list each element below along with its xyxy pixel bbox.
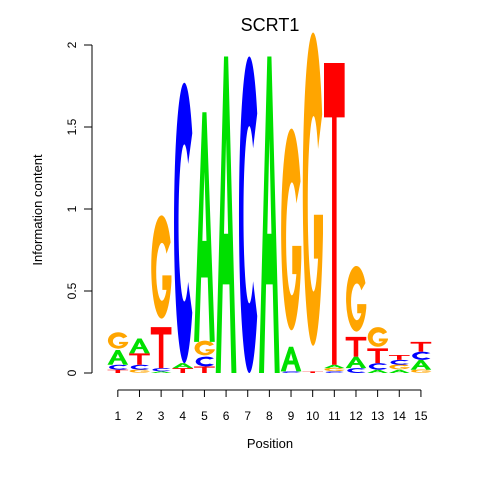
letter-C-mark (130, 364, 149, 370)
x-axis: 1 2 3 4 5 6 7 8 9 10 11 12 13 14 15 (114, 389, 428, 423)
x-tick-label: 2 (136, 409, 143, 423)
y-tick-label: 1 (65, 205, 79, 212)
x-tick-label: 4 (179, 409, 186, 423)
x-tick-label: 3 (158, 409, 165, 423)
stack-position-9 (280, 128, 302, 373)
x-tick-label: 10 (306, 409, 320, 423)
letter-A-mark (367, 369, 388, 373)
x-tick-label: 14 (393, 409, 407, 423)
letter-T-mark (172, 368, 194, 373)
stack-position-5 (194, 112, 215, 373)
letter-G-mark (389, 364, 410, 370)
letter-T-mark (324, 63, 345, 365)
stack-position-3 (150, 215, 172, 373)
y-axis-label: Information content (30, 154, 45, 266)
letter-A-mark (280, 346, 302, 372)
letter-G-mark (151, 215, 172, 319)
letter-G-mark (324, 367, 345, 372)
y-tick-label: 1.5 (65, 118, 79, 135)
x-tick-label: 5 (201, 409, 208, 423)
x-tick-label: 13 (371, 409, 385, 423)
stack-position-4 (172, 82, 194, 373)
stack-position-6 (215, 56, 237, 373)
letter-C-mark (325, 371, 344, 373)
letter-C-mark (238, 56, 258, 373)
x-tick-label: 8 (266, 409, 273, 423)
x-axis-label: Position (247, 436, 293, 451)
letter-A-mark (129, 338, 150, 354)
stack-position-14 (388, 354, 410, 373)
letter-C-mark (152, 368, 171, 372)
letter-C-mark (109, 364, 128, 370)
letter-A-mark (215, 56, 237, 373)
letter-A-mark (388, 369, 410, 373)
letter-C-mark (195, 356, 214, 367)
letter-T-mark (194, 366, 215, 373)
x-tick-label: 12 (349, 409, 363, 423)
letter-T-mark (388, 354, 410, 360)
letter-A-mark (324, 364, 345, 369)
letter-C-mark (282, 371, 301, 373)
letter-T-mark (150, 327, 172, 369)
letter-A-mark (150, 371, 172, 373)
letter-A-mark (194, 112, 215, 342)
letter-G-mark (367, 327, 388, 347)
stack-position-11 (324, 63, 345, 373)
y-tick-label: 0 (65, 369, 79, 376)
letter-C-mark (412, 351, 431, 360)
letter-T-mark (107, 369, 129, 373)
letter-G-mark (107, 332, 129, 349)
letter-G-mark (302, 32, 323, 346)
letter-A-mark (410, 359, 432, 370)
chart-title: SCRT1 (241, 15, 300, 35)
letter-A-mark (172, 363, 194, 369)
stack-position-8 (259, 56, 280, 373)
letter-C-mark (390, 359, 409, 365)
stack-position-7 (238, 56, 258, 373)
x-tick-label: 1 (114, 409, 121, 423)
letter-G-mark (129, 369, 150, 373)
letter-A-mark (107, 350, 129, 365)
letter-T-mark (367, 348, 388, 364)
letter-A-mark (259, 56, 280, 373)
x-tick-label: 9 (288, 409, 295, 423)
x-tick-label: 11 (328, 409, 341, 423)
stack-position-15 (410, 341, 432, 373)
letter-T-mark (129, 353, 150, 365)
letter-G-mark (281, 128, 302, 331)
letter-C-mark (368, 363, 388, 370)
stack-position-10 (302, 32, 323, 373)
y-tick-label: 2 (65, 41, 79, 48)
stack-position-13 (367, 327, 388, 373)
letter-G-mark (346, 265, 367, 332)
letter-G-mark (411, 369, 432, 373)
letter-T-mark (345, 336, 367, 357)
letter-C-mark (347, 368, 366, 373)
stack-position-1 (107, 332, 129, 373)
letter-stacks (107, 32, 432, 373)
stack-position-2 (129, 338, 150, 373)
x-tick-label: 7 (244, 409, 251, 423)
letter-C-mark (174, 82, 193, 364)
x-tick-label: 6 (223, 409, 230, 423)
y-axis: 0 0.5 1 1.5 2 (65, 41, 93, 376)
x-tick-label: 15 (414, 409, 428, 423)
stack-position-12 (345, 265, 367, 373)
letter-A-mark (345, 356, 367, 369)
letter-T-mark (410, 341, 432, 352)
letter-T-mark (302, 371, 323, 373)
letter-G-mark (194, 340, 215, 356)
y-tick-label: 0.5 (65, 282, 79, 299)
